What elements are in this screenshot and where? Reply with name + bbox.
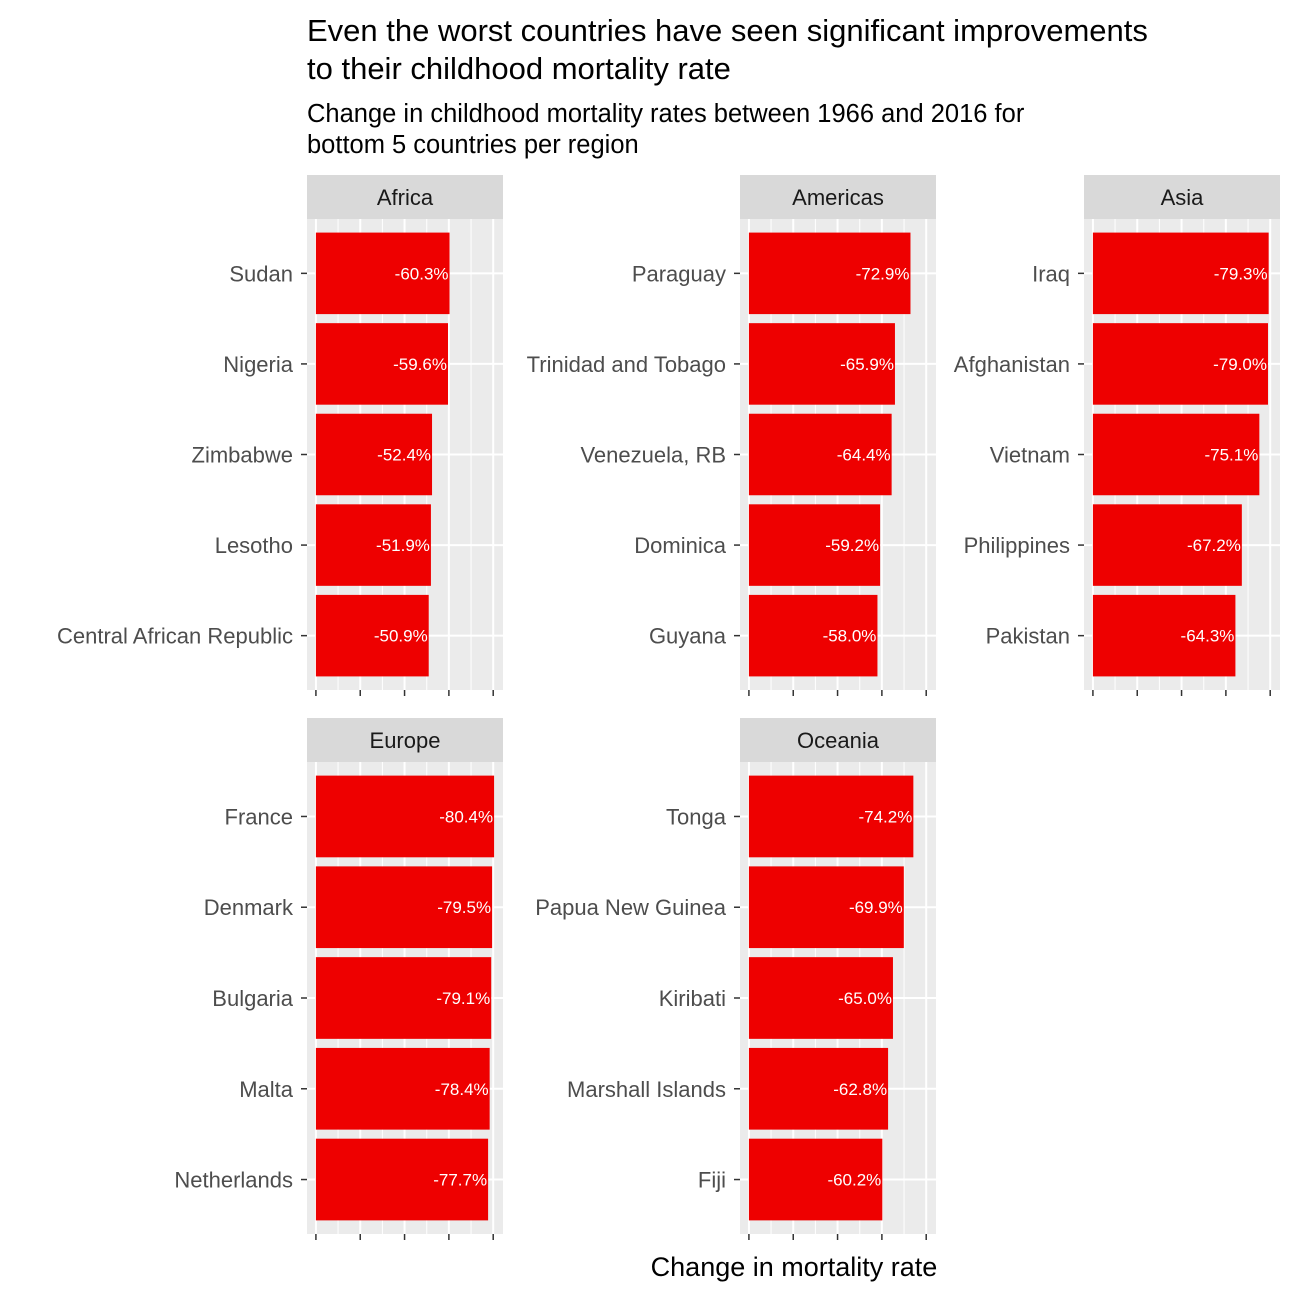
facet-strip bbox=[307, 718, 503, 762]
category-label: Papua New Guinea bbox=[535, 895, 727, 920]
bar bbox=[748, 866, 904, 949]
bar-value-label: -79.1% bbox=[436, 989, 490, 1008]
bar-value-label: -77.7% bbox=[433, 1171, 487, 1190]
facet-europe: Europe -80.4% France -79.5% Denmark -79.1% Bul… bbox=[174, 718, 503, 1240]
category-label: Iraq bbox=[1032, 261, 1070, 286]
category-label: Dominica bbox=[634, 533, 726, 558]
bar-value-label: -64.3% bbox=[1181, 627, 1235, 646]
chart-subtitle: Change in childhood mortality rates betw… bbox=[307, 100, 1025, 159]
bar-value-label: -79.0% bbox=[1213, 355, 1267, 374]
category-label: Tonga bbox=[666, 804, 727, 829]
bar bbox=[315, 957, 492, 1039]
bar bbox=[1092, 232, 1269, 315]
facet-strip-label: Europe bbox=[370, 728, 441, 753]
bar bbox=[315, 413, 433, 496]
category-label: Philippines bbox=[964, 533, 1070, 558]
category-label: Trinidad and Tobago bbox=[527, 352, 726, 377]
facet-strip-label: Americas bbox=[792, 185, 884, 210]
category-label: Bulgaria bbox=[212, 986, 293, 1011]
facet-strip bbox=[307, 175, 503, 219]
facet-strip bbox=[740, 175, 936, 219]
x-axis-label: Change in mortality rate bbox=[651, 1252, 938, 1282]
bar bbox=[315, 594, 429, 677]
bar bbox=[315, 775, 495, 858]
bar bbox=[748, 775, 914, 858]
category-label: Kiribati bbox=[659, 986, 726, 1011]
bar-value-label: -64.4% bbox=[837, 446, 891, 465]
bar bbox=[748, 594, 878, 677]
bar bbox=[315, 866, 493, 949]
bar-value-label: -80.4% bbox=[439, 807, 493, 826]
category-label: Denmark bbox=[204, 895, 294, 920]
category-label: Malta bbox=[239, 1077, 294, 1102]
bar-value-label: -79.5% bbox=[437, 898, 491, 917]
facet-africa: Africa -60.3% Sudan -59.6% Nigeria -52.4% Zimb… bbox=[57, 175, 503, 696]
category-label: Netherlands bbox=[174, 1168, 293, 1193]
facet-strip-label: Oceania bbox=[797, 728, 880, 753]
bar-value-label: -58.0% bbox=[823, 627, 877, 646]
bar-value-label: -50.9% bbox=[374, 627, 428, 646]
category-label: Sudan bbox=[229, 261, 293, 286]
category-label: Venezuela, RB bbox=[580, 443, 726, 468]
chart-title: Even the worst countries have seen signi… bbox=[307, 13, 1148, 86]
bar bbox=[315, 1047, 490, 1130]
facet-asia: Asia -79.3% Iraq -79.0% Afghanistan -75.1% Vie… bbox=[954, 175, 1280, 696]
bar-value-label: -51.9% bbox=[376, 536, 430, 555]
bar bbox=[748, 1138, 883, 1221]
bar-value-label: -59.2% bbox=[825, 536, 879, 555]
bar bbox=[748, 504, 881, 586]
bar-value-label: -69.9% bbox=[849, 898, 903, 917]
bar-value-label: -79.3% bbox=[1214, 264, 1268, 283]
bar bbox=[315, 504, 431, 586]
bar bbox=[1092, 413, 1260, 496]
bar bbox=[1092, 594, 1236, 677]
bar bbox=[1092, 504, 1242, 586]
category-label: Afghanistan bbox=[954, 352, 1070, 377]
category-label: Paraguay bbox=[632, 261, 726, 286]
bar bbox=[748, 1047, 889, 1130]
bar bbox=[315, 232, 450, 315]
category-label: Nigeria bbox=[223, 352, 293, 377]
category-label: Fiji bbox=[698, 1168, 726, 1193]
facet-americas: Americas -72.9% Paraguay -65.9% Trinidad and… bbox=[527, 175, 936, 696]
facet-strip-label: Africa bbox=[377, 185, 434, 210]
bar-value-label: -67.2% bbox=[1187, 536, 1241, 555]
bar bbox=[748, 957, 893, 1039]
bar-value-label: -60.2% bbox=[827, 1171, 881, 1190]
bar-value-label: -59.6% bbox=[393, 355, 447, 374]
category-label: Zimbabwe bbox=[192, 443, 293, 468]
facet-oceania: Oceania -74.2% Tonga -69.9% Papua New Guinea… bbox=[535, 718, 936, 1240]
bar-value-label: -78.4% bbox=[435, 1080, 489, 1099]
category-label: Central African Republic bbox=[57, 624, 293, 649]
category-label: France bbox=[225, 804, 293, 829]
bar-value-label: -72.9% bbox=[856, 264, 910, 283]
facet-strip bbox=[740, 718, 936, 762]
facet-panels: Africa -60.3% Sudan -59.6% Nigeria -52.4% Zimb… bbox=[57, 175, 1280, 1240]
bar bbox=[748, 413, 892, 496]
bar-value-label: -52.4% bbox=[377, 446, 431, 465]
bar-value-label: -74.2% bbox=[858, 807, 912, 826]
category-label: Guyana bbox=[649, 624, 727, 649]
bar bbox=[748, 323, 895, 405]
bar-value-label: -60.3% bbox=[395, 264, 449, 283]
bar-value-label: -65.0% bbox=[838, 989, 892, 1008]
category-label: Vietnam bbox=[990, 443, 1070, 468]
category-label: Marshall Islands bbox=[567, 1077, 726, 1102]
bar bbox=[315, 323, 448, 405]
bar bbox=[315, 1138, 489, 1221]
category-label: Lesotho bbox=[215, 533, 293, 558]
category-label: Pakistan bbox=[986, 624, 1070, 649]
bar-value-label: -65.9% bbox=[840, 355, 894, 374]
facet-strip-label: Asia bbox=[1161, 185, 1205, 210]
bar-value-label: -75.1% bbox=[1204, 446, 1258, 465]
bar-value-label: -62.8% bbox=[833, 1080, 887, 1099]
bar bbox=[1092, 323, 1268, 405]
facet-strip bbox=[1084, 175, 1280, 219]
bar bbox=[748, 232, 911, 315]
